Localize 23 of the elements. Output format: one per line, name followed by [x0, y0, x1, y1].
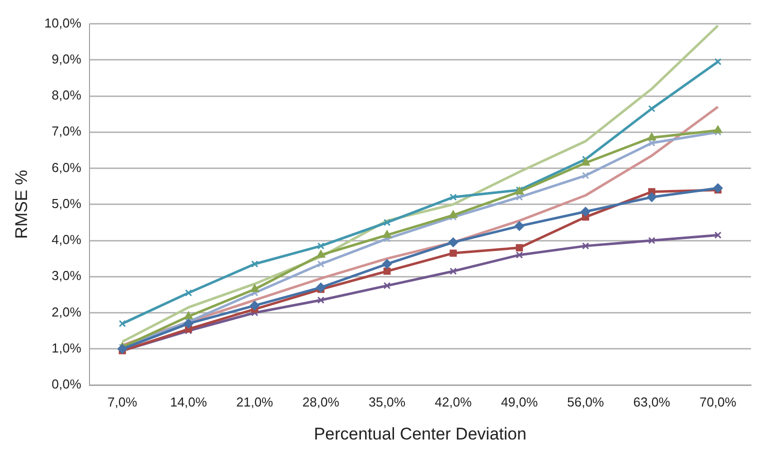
y-tick-label: 8,0% — [52, 88, 82, 103]
y-tick-label: 5,0% — [52, 196, 82, 211]
x-tick-label: 63,0% — [633, 394, 671, 410]
x-tick-label: 56,0% — [567, 394, 604, 410]
y-tick-label: 4,0% — [52, 232, 82, 248]
x-tick-label: 7,0% — [108, 394, 138, 410]
y-tick-label: 0,0% — [52, 376, 82, 392]
y-axis-title: RMSE % — [12, 170, 31, 239]
y-tick-label: 6,0% — [52, 160, 82, 175]
x-tick-label: 70,0% — [699, 394, 737, 410]
y-tick-label: 3,0% — [52, 268, 82, 284]
x-tick-label: 49,0% — [500, 394, 538, 410]
y-tick-label: 2,0% — [52, 304, 82, 320]
y-tick-label: 9,0% — [52, 52, 82, 66]
y-tick-label: 7,0% — [52, 124, 82, 139]
x-tick-label: 42,0% — [434, 394, 472, 410]
x-tick-label: 28,0% — [302, 394, 340, 410]
x-tick-label: 21,0% — [236, 394, 274, 410]
y-tick-label: 1,0% — [52, 340, 82, 356]
x-tick-label: 14,0% — [170, 394, 208, 410]
x-tick-label: 35,0% — [368, 394, 406, 410]
y-tick-label: 10,0% — [44, 15, 82, 30]
x-axis-title: Percentual Center Deviation — [314, 424, 526, 444]
